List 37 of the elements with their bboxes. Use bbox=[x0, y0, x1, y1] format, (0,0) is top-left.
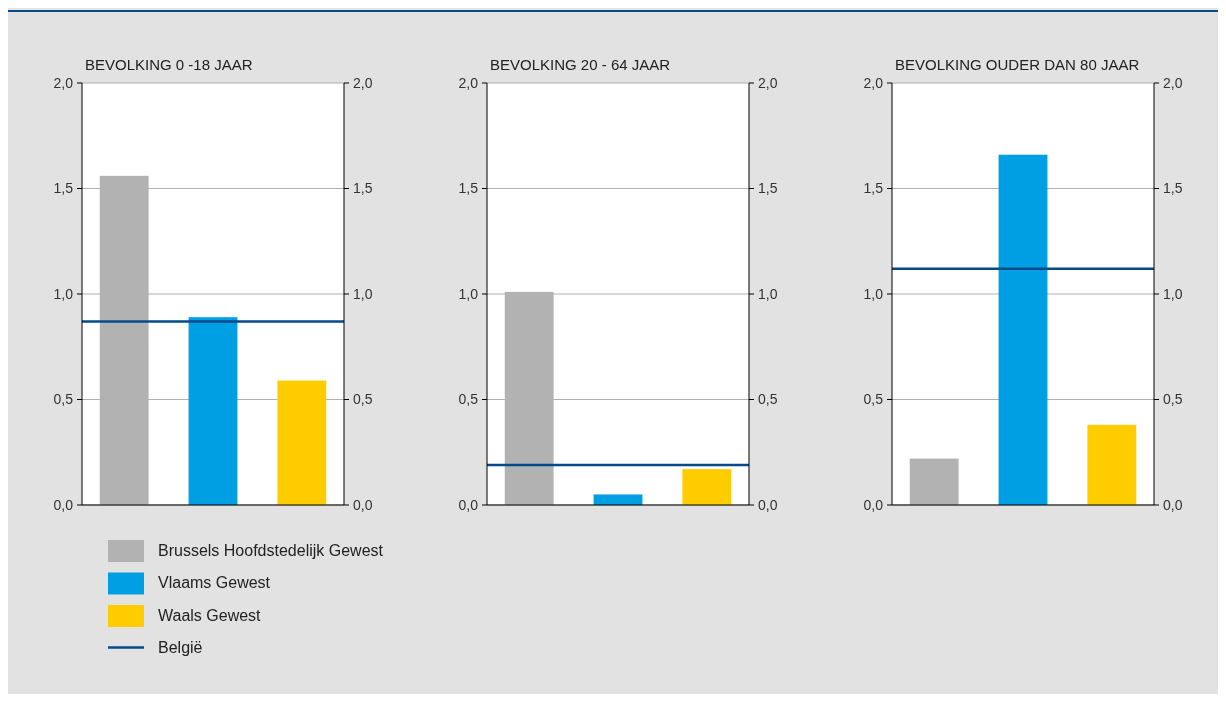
y2-tick-label: 0,5 bbox=[1163, 391, 1183, 408]
y2-tick-label: 2,0 bbox=[1163, 74, 1183, 91]
chart-title: BEVOLKING 0 -18 JAAR bbox=[85, 56, 253, 73]
y2-tick-label: 1,0 bbox=[758, 285, 778, 302]
y2-tick-label: 0,0 bbox=[758, 496, 778, 513]
y-tick-label: 1,0 bbox=[458, 285, 479, 302]
y-tick-label: 1,5 bbox=[53, 180, 74, 197]
y2-tick-label: 2,0 bbox=[353, 74, 373, 91]
y2-tick-label: 1,5 bbox=[758, 180, 778, 197]
y2-tick-label: 0,5 bbox=[758, 391, 778, 408]
y-tick-label: 2,0 bbox=[53, 74, 74, 91]
y-tick-label: 1,5 bbox=[863, 180, 884, 197]
y-tick-label: 0,0 bbox=[53, 496, 74, 513]
y2-tick-label: 1,5 bbox=[1163, 180, 1183, 197]
y2-tick-label: 0,0 bbox=[353, 496, 373, 513]
chart-title: BEVOLKING OUDER DAN 80 JAAR bbox=[895, 56, 1140, 73]
y-tick-label: 2,0 bbox=[863, 74, 884, 91]
legend-label: Brussels Hoofdstedelijk Gewest bbox=[158, 541, 384, 559]
y-tick-label: 0,0 bbox=[458, 496, 479, 513]
chart-title: BEVOLKING 20 - 64 JAAR bbox=[490, 56, 671, 73]
y2-tick-label: 1,0 bbox=[353, 285, 373, 302]
y-tick-label: 1,0 bbox=[53, 285, 74, 302]
y-tick-label: 0,5 bbox=[53, 391, 74, 408]
y-tick-label: 0,5 bbox=[458, 391, 479, 408]
legend-label: Waals Gewest bbox=[158, 606, 262, 624]
y-tick-label: 1,5 bbox=[458, 180, 479, 197]
y-tick-label: 2,0 bbox=[458, 74, 479, 91]
y2-tick-label: 0,5 bbox=[353, 391, 373, 408]
y2-tick-label: 0,0 bbox=[1163, 496, 1183, 513]
y2-tick-label: 1,5 bbox=[353, 180, 373, 197]
legend-label: Vlaams Gewest bbox=[158, 574, 271, 592]
y-tick-label: 0,0 bbox=[863, 496, 884, 513]
y2-tick-label: 2,0 bbox=[758, 74, 778, 91]
y-tick-label: 1,0 bbox=[863, 285, 884, 302]
legend-label: België bbox=[158, 639, 203, 657]
y2-tick-label: 1,0 bbox=[1163, 285, 1183, 302]
y-tick-label: 0,5 bbox=[863, 391, 884, 408]
